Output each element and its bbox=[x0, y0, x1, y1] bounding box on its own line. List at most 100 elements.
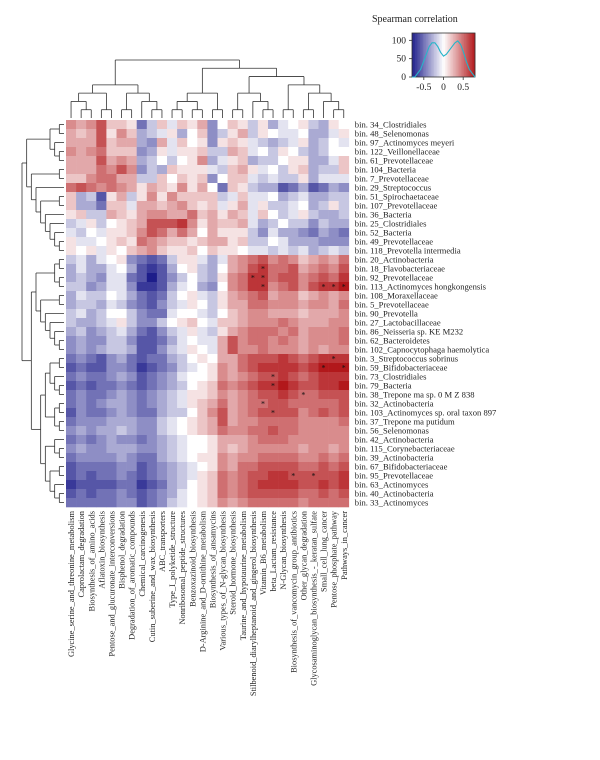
heatmap-cell bbox=[328, 300, 339, 310]
legend-swatch bbox=[415, 33, 418, 77]
heatmap-cell bbox=[237, 138, 249, 148]
heatmap-cell bbox=[76, 219, 87, 229]
heatmap-cell bbox=[106, 309, 117, 319]
heatmap-cell bbox=[318, 327, 329, 337]
heatmap-cell bbox=[298, 264, 309, 274]
heatmap-cell bbox=[328, 129, 339, 139]
heatmap-cell bbox=[126, 381, 137, 391]
heatmap-cell bbox=[177, 354, 188, 364]
legend-swatch bbox=[416, 33, 419, 77]
heatmap-cell bbox=[146, 291, 158, 301]
heatmap-cell bbox=[167, 435, 178, 445]
heatmap-cell bbox=[308, 426, 319, 436]
heatmap-cell bbox=[96, 318, 107, 328]
heatmap-cell bbox=[187, 309, 198, 319]
heatmap-cell bbox=[86, 282, 97, 292]
heatmap-cell bbox=[66, 426, 77, 436]
heatmap-cell bbox=[86, 264, 97, 274]
heatmap-cell bbox=[257, 129, 269, 139]
heatmap-cell bbox=[217, 138, 228, 148]
heatmap-cell bbox=[257, 147, 269, 157]
heatmap-cell bbox=[126, 147, 137, 157]
heatmap-cell bbox=[288, 165, 299, 175]
heatmap-cell bbox=[298, 444, 309, 454]
heatmap-cell bbox=[308, 489, 319, 499]
heatmap-cell bbox=[237, 354, 249, 364]
heatmap-cell bbox=[237, 255, 249, 265]
heatmap-cell bbox=[86, 246, 97, 256]
legend-swatch bbox=[448, 33, 451, 77]
row-label: bin. 86_Neisseria sp. KE M232 bbox=[355, 327, 463, 337]
heatmap-cell bbox=[298, 138, 309, 148]
heatmap-cell bbox=[278, 228, 289, 238]
heatmap-cell bbox=[247, 372, 259, 382]
heatmap-cell bbox=[126, 138, 137, 148]
heatmap-cell bbox=[278, 138, 289, 148]
legend-swatch bbox=[452, 33, 455, 77]
legend-swatch bbox=[449, 33, 452, 77]
heatmap-cell bbox=[217, 408, 228, 418]
column-label: N-Glycan_biosynthesis bbox=[279, 511, 288, 590]
heatmap-cell bbox=[268, 345, 279, 355]
legend-swatch bbox=[462, 33, 465, 77]
heatmap-cell bbox=[298, 426, 309, 436]
heatmap-cell bbox=[136, 264, 148, 274]
heatmap-cell bbox=[146, 300, 158, 310]
significance-marker: * bbox=[301, 391, 305, 400]
heatmap-cell bbox=[106, 291, 117, 301]
legend-x-tick: -0.5 bbox=[416, 83, 431, 93]
heatmap-cell bbox=[167, 471, 178, 481]
heatmap-cell bbox=[328, 426, 339, 436]
legend-swatch bbox=[446, 33, 449, 77]
heatmap-cell bbox=[116, 300, 127, 310]
heatmap-cell bbox=[257, 489, 269, 499]
row-label: bin. 92_Prevotellaceae bbox=[355, 273, 433, 283]
heatmap-cell bbox=[106, 363, 117, 373]
row-label: bin. 90_Prevotella bbox=[355, 309, 418, 319]
heatmap-cell bbox=[268, 282, 279, 292]
heatmap-cell bbox=[86, 408, 97, 418]
heatmap-cell bbox=[217, 318, 228, 328]
heatmap-cell bbox=[318, 318, 329, 328]
row-label: bin. 79_Bacteria bbox=[355, 381, 412, 391]
heatmap-cell bbox=[106, 129, 117, 139]
heatmap-cell bbox=[288, 471, 299, 481]
heatmap-cell bbox=[318, 390, 329, 400]
heatmap-cell bbox=[96, 291, 107, 301]
heatmap-cell bbox=[278, 129, 289, 139]
heatmap-cell bbox=[177, 129, 188, 139]
heatmap-cell bbox=[257, 345, 269, 355]
heatmap-cell bbox=[288, 498, 299, 508]
row-label: bin. 97_Actinomyces meyeri bbox=[355, 138, 455, 148]
heatmap-cell bbox=[86, 345, 97, 355]
heatmap-cell bbox=[247, 237, 259, 247]
heatmap-cell bbox=[227, 174, 238, 184]
heatmap-cell bbox=[237, 489, 249, 499]
heatmap-cell bbox=[338, 336, 350, 346]
significance-marker: * bbox=[332, 355, 336, 364]
heatmap-cell bbox=[207, 381, 218, 391]
heatmap-cell bbox=[106, 300, 117, 310]
heatmap-cell bbox=[278, 381, 289, 391]
heatmap-cell bbox=[237, 318, 249, 328]
heatmap-cell bbox=[207, 264, 218, 274]
heatmap-cell bbox=[247, 336, 259, 346]
significance-marker: * bbox=[261, 274, 265, 283]
heatmap-cell bbox=[106, 336, 117, 346]
heatmap-cell bbox=[227, 282, 238, 292]
legend-swatch bbox=[451, 33, 454, 77]
heatmap-cell bbox=[96, 390, 107, 400]
heatmap-cell bbox=[126, 444, 137, 454]
heatmap-cell bbox=[167, 138, 178, 148]
heatmap-cell bbox=[308, 300, 319, 310]
heatmap-cell bbox=[96, 228, 107, 238]
heatmap-cell bbox=[146, 174, 158, 184]
heatmap-cell bbox=[257, 237, 269, 247]
heatmap-cell bbox=[76, 255, 87, 265]
heatmap-cell bbox=[106, 273, 117, 283]
heatmap-cell bbox=[177, 453, 188, 463]
heatmap-cell bbox=[278, 246, 289, 256]
heatmap-cell bbox=[268, 426, 279, 436]
heatmap-cell bbox=[298, 453, 309, 463]
